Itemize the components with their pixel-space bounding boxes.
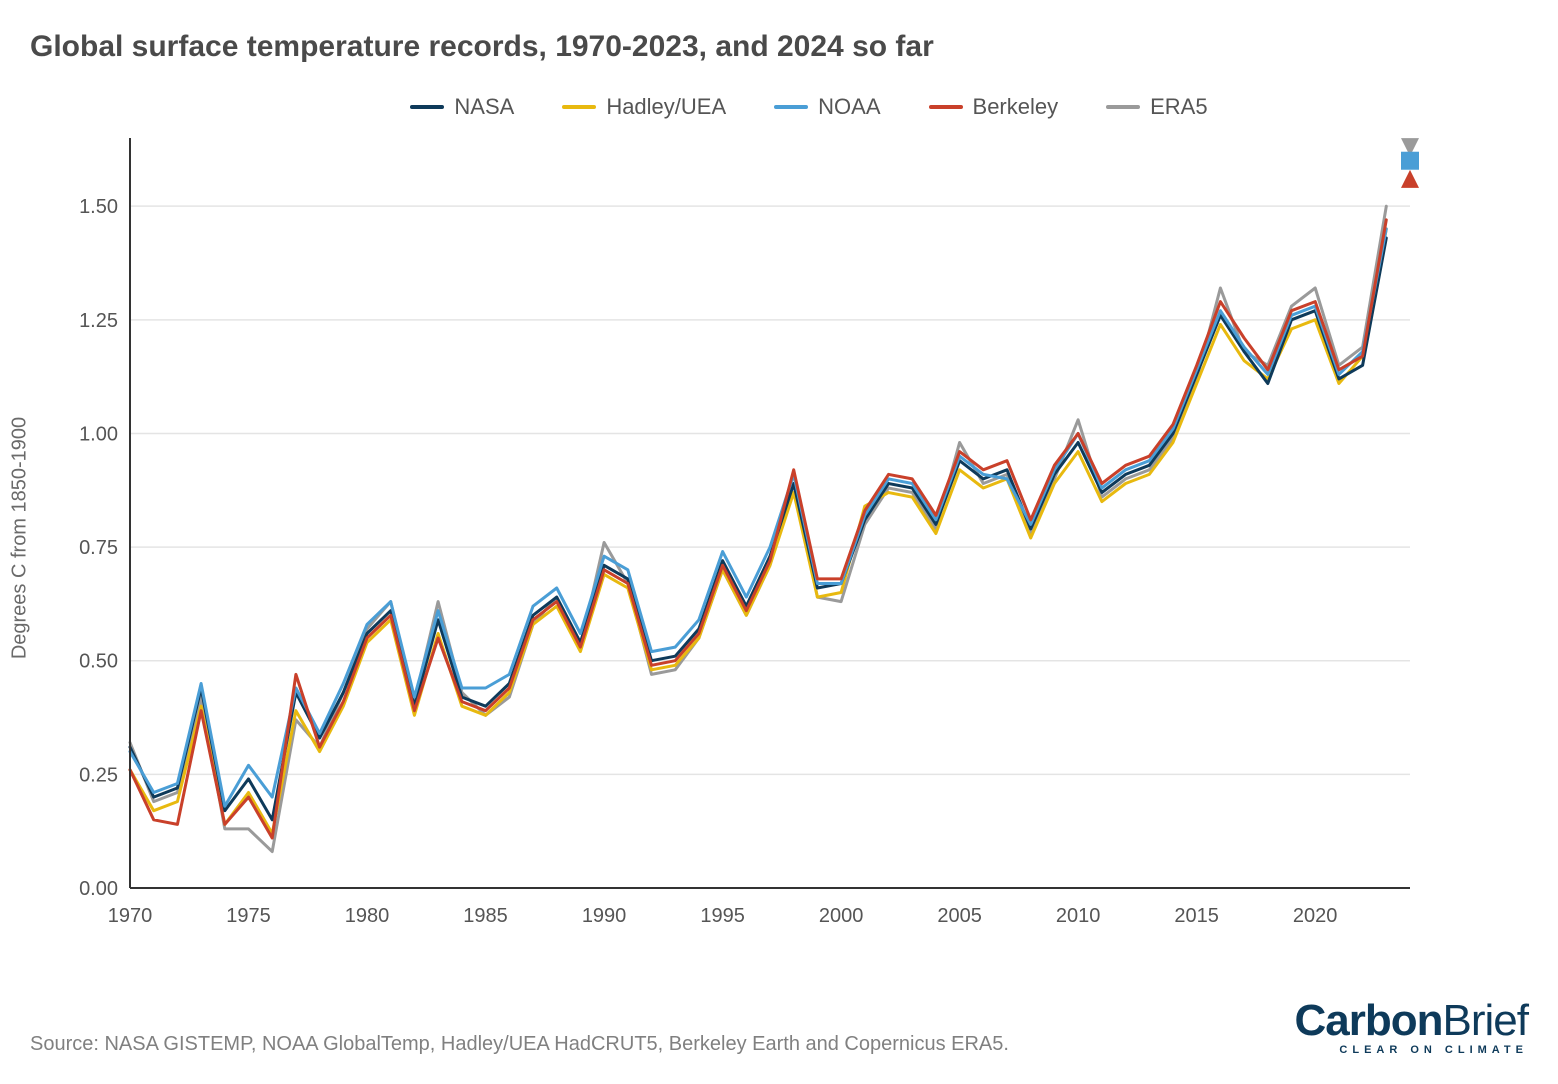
marker-2024 xyxy=(1401,152,1419,170)
legend-label: Hadley/UEA xyxy=(606,94,726,120)
chart-title: Global surface temperature records, 1970… xyxy=(30,30,1528,64)
marker-2024 xyxy=(1401,170,1419,188)
line-chart: 0.00 0.25 0.50 0.75 1.00 1.25 1.50 1970 1975 1980… xyxy=(30,128,1430,948)
x-tick-label: 2020 xyxy=(1293,905,1338,927)
x-tick-label: 1980 xyxy=(345,905,390,927)
y-axis-label: Degrees C from 1850-1900 xyxy=(9,417,32,659)
y-tick-label: 1.50 xyxy=(79,196,118,218)
legend-swatch xyxy=(929,105,963,109)
legend: NASA Hadley/UEA NOAA Berkeley ERA5 xyxy=(30,94,1528,120)
legend-item: Hadley/UEA xyxy=(562,94,726,120)
x-tick-label: 2010 xyxy=(1056,905,1101,927)
logo-text-light: Brief xyxy=(1443,996,1528,1045)
legend-item: NASA xyxy=(410,94,514,120)
y-tick-label: 0.50 xyxy=(79,651,118,673)
y-tick-label: 1.25 xyxy=(79,310,118,332)
x-tick-label: 2015 xyxy=(1174,905,1219,927)
carbonbrief-logo: CarbonBrief CLEAR ON CLIMATE xyxy=(1295,999,1528,1056)
legend-item: ERA5 xyxy=(1106,94,1207,120)
x-tick-label: 1985 xyxy=(463,905,508,927)
x-tick-label: 1970 xyxy=(108,905,153,927)
legend-label: NOAA xyxy=(818,94,880,120)
legend-label: ERA5 xyxy=(1150,94,1207,120)
legend-swatch xyxy=(1106,105,1140,109)
legend-swatch xyxy=(774,105,808,109)
y-tick-label: 0.25 xyxy=(79,764,118,786)
x-tick-label: 1995 xyxy=(700,905,745,927)
x-tick-label: 2000 xyxy=(819,905,864,927)
legend-item: NOAA xyxy=(774,94,880,120)
y-tick-label: 1.00 xyxy=(79,423,118,445)
series-line xyxy=(130,206,1386,851)
x-tick-label: 2005 xyxy=(937,905,982,927)
legend-item: Berkeley xyxy=(929,94,1059,120)
logo-tagline: CLEAR ON CLIMATE xyxy=(1295,1045,1528,1056)
series-line xyxy=(130,229,1386,806)
logo-text-bold: Carbon xyxy=(1295,996,1443,1045)
legend-swatch xyxy=(562,105,596,109)
legend-swatch xyxy=(410,105,444,109)
x-tick-label: 1990 xyxy=(582,905,627,927)
series-line xyxy=(130,220,1386,838)
x-tick-label: 1975 xyxy=(226,905,271,927)
y-tick-label: 0.75 xyxy=(79,537,118,559)
legend-label: Berkeley xyxy=(973,94,1059,120)
legend-label: NASA xyxy=(454,94,514,120)
chart-area: NASAHadley/UEANOAABerkeleyERA5 Degrees C… xyxy=(30,94,1528,948)
source-caption: Source: NASA GISTEMP, NOAA GlobalTemp, H… xyxy=(30,1033,1009,1056)
y-tick-label: 0.00 xyxy=(79,878,118,900)
